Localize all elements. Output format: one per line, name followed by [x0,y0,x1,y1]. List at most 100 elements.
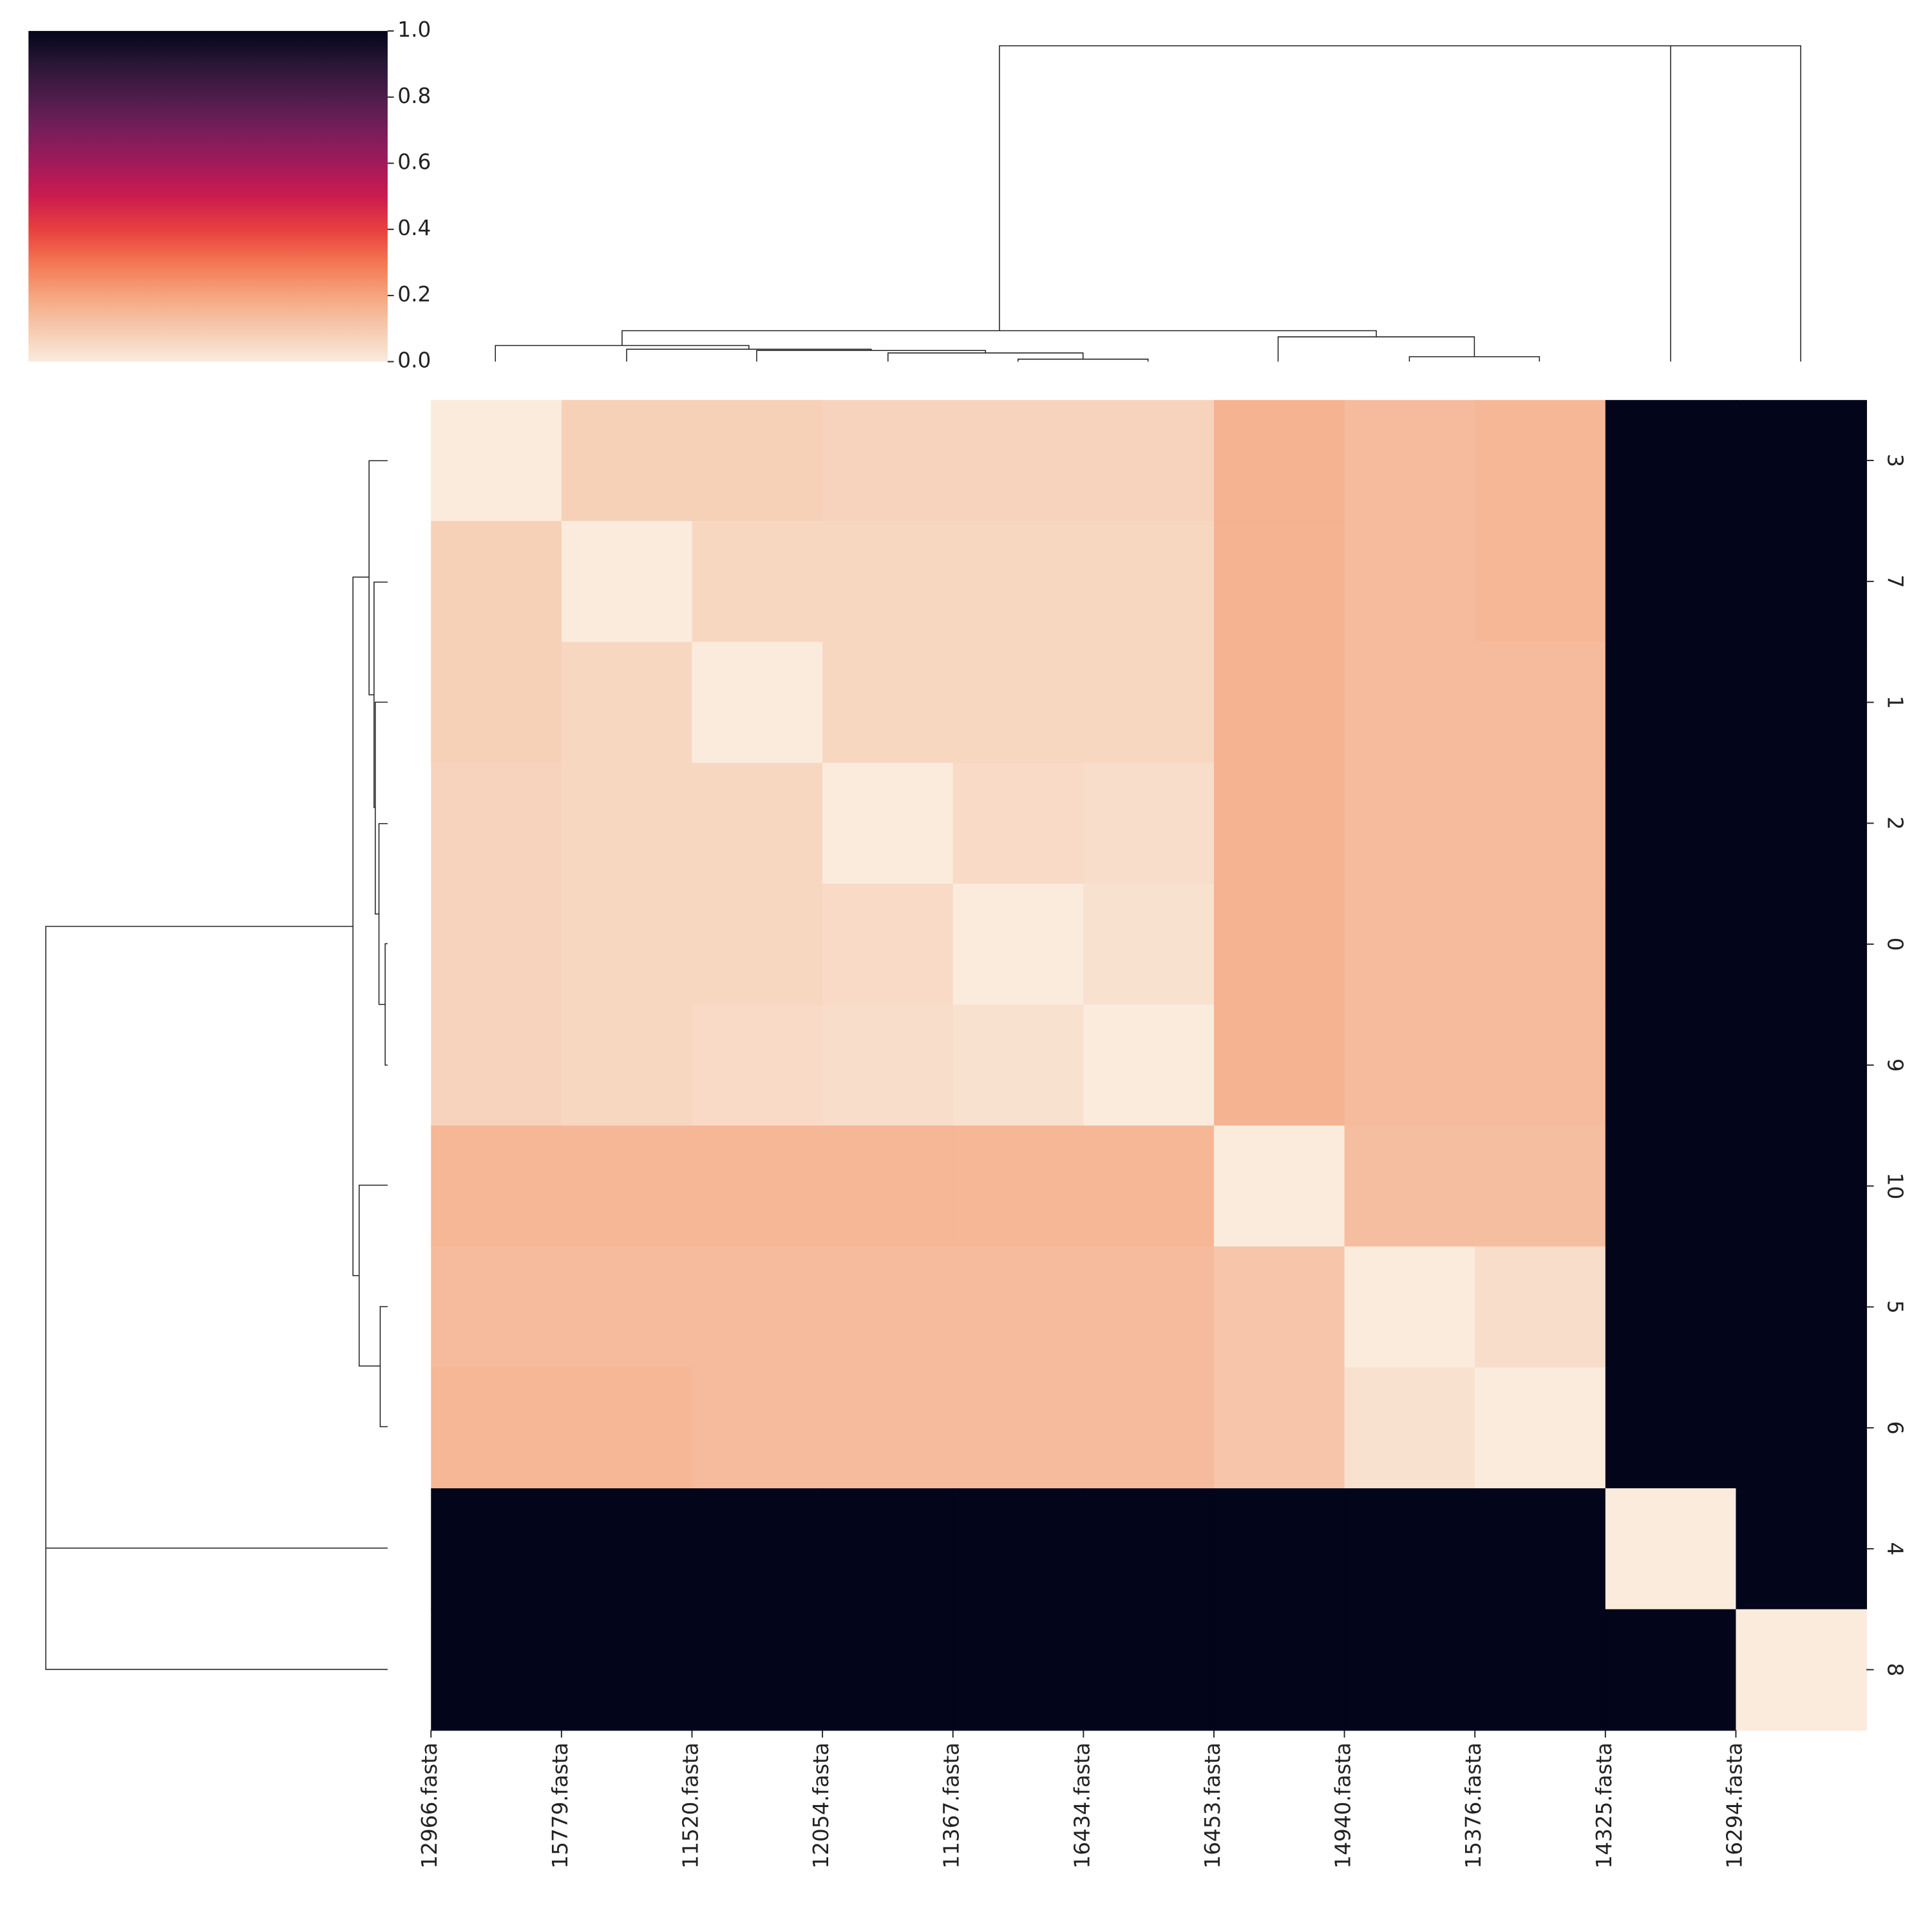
y-tick-label: 10 [1882,1173,1907,1200]
y-tick-label: 1 [1882,696,1907,709]
heatmap-cell [1213,1125,1345,1247]
heatmap-cell [1736,884,1868,1005]
heatmap-cell [1213,1246,1345,1368]
heatmap-cell [952,520,1084,643]
x-tick-label: 14940.fasta [1331,1743,1356,1869]
heatmap-cell [1605,1609,1737,1731]
colorbar-tick-label: 0.4 [397,216,431,240]
heatmap-cell [1213,1367,1345,1489]
heatmap-cell [1344,520,1476,643]
heatmap-cell [692,1609,824,1731]
heatmap-cell [952,1246,1084,1368]
heatmap-cell [1213,1609,1345,1731]
x-tick-label: 14325.fasta [1592,1743,1616,1869]
heatmap-cell [561,400,693,522]
heatmap-cell [692,884,824,1005]
heatmap-cell [1475,1004,1606,1126]
heatmap-cell [822,1004,954,1126]
heatmap-cell [822,1609,954,1731]
colorbar-tick-label: 0.8 [397,84,431,108]
x-tick-label: 12966.fasta [417,1743,442,1869]
heatmap-cell [822,884,954,1005]
heatmap-cell [1083,641,1215,764]
heatmap-cell [822,641,954,764]
heatmap-cell [952,762,1084,885]
heatmap-cell [952,884,1084,1005]
heatmap-cell [561,1246,693,1368]
heatmap-cell [1083,1246,1215,1368]
heatmap-cell [431,1488,562,1610]
x-tick-label: 16294.fasta [1722,1743,1747,1869]
heatmap-cell [1083,762,1215,885]
colorbar-tick-label: 1.0 [397,17,431,42]
heatmap-cell [561,1125,693,1247]
heatmap-cell [822,400,954,522]
x-tick-label: 15779.fasta [548,1743,573,1869]
y-tick-label: 6 [1882,1421,1907,1435]
heatmap-cell [1083,1488,1215,1610]
heatmap-cell [822,520,954,643]
heatmap-cell [1083,1609,1215,1731]
heatmap-cell [692,520,824,643]
colorbar-tick-label: 0.6 [397,149,431,174]
heatmap-cell [1083,1367,1215,1489]
heatmap-cell [1475,884,1606,1005]
y-tick-label: 4 [1882,1542,1907,1555]
heatmap-cell [1344,1609,1476,1731]
heatmap-cell [1605,1367,1737,1489]
heatmap-cell [1736,1246,1868,1368]
heatmap-cell [1083,1004,1215,1126]
y-tick-label: 2 [1882,817,1907,830]
heatmap-cell [561,762,693,885]
heatmap-cell [1213,1488,1345,1610]
heatmap-cell [1083,884,1215,1005]
heatmap-cell [1475,1246,1606,1368]
heatmap-cell [1083,1125,1215,1247]
heatmap-cell [431,1246,562,1368]
heatmap-cell [1344,1367,1476,1489]
colorbar [28,31,388,362]
x-tick-label: 11367.fasta [940,1743,964,1869]
heatmap-cell [952,400,1084,522]
x-tick-label: 16453.fasta [1200,1743,1225,1869]
heatmap-cell [1344,1488,1476,1610]
heatmap-cell [692,641,824,764]
heatmap-cell [1344,1246,1476,1368]
heatmap-cell [822,1367,954,1489]
heatmap-cell [431,762,562,885]
heatmap-cell [1083,520,1215,643]
heatmap-cell [1475,1125,1606,1247]
heatmap-cell [1605,1246,1737,1368]
colorbar-tick-label: 0.0 [397,348,431,373]
heatmap-cell [822,1246,954,1368]
heatmap-cell [1213,520,1345,643]
heatmap-cell [822,1488,954,1610]
heatmap-cell [952,1609,1084,1731]
heatmap-cell [1736,641,1868,764]
heatmap-cell [431,641,562,764]
heatmap-cell [952,1488,1084,1610]
heatmap-cell [1213,884,1345,1005]
heatmap-cell [692,1367,824,1489]
heatmap-cell [1736,1367,1868,1489]
heatmap-cell [1736,400,1868,522]
heatmap-cell [1736,1488,1868,1610]
heatmap-cell [1083,400,1215,522]
heatmap-cell [692,1125,824,1247]
heatmap-cell [1475,1367,1606,1489]
heatmap-cell [1475,1488,1606,1610]
y-tick-label: 0 [1882,938,1907,951]
heatmap-cell [1475,400,1606,522]
heatmap-cell [431,520,562,643]
y-tick-label: 7 [1882,574,1907,588]
y-tick-label: 3 [1882,454,1907,468]
heatmap-cell [561,1488,693,1610]
heatmap-cell [1213,400,1345,522]
heatmap-cell [1605,520,1737,643]
heatmap-cell [692,400,824,522]
heatmap-cell [561,520,693,643]
y-tick-label: 8 [1882,1663,1907,1676]
heatmap-cell [561,1367,693,1489]
heatmap-cell [431,884,562,1005]
